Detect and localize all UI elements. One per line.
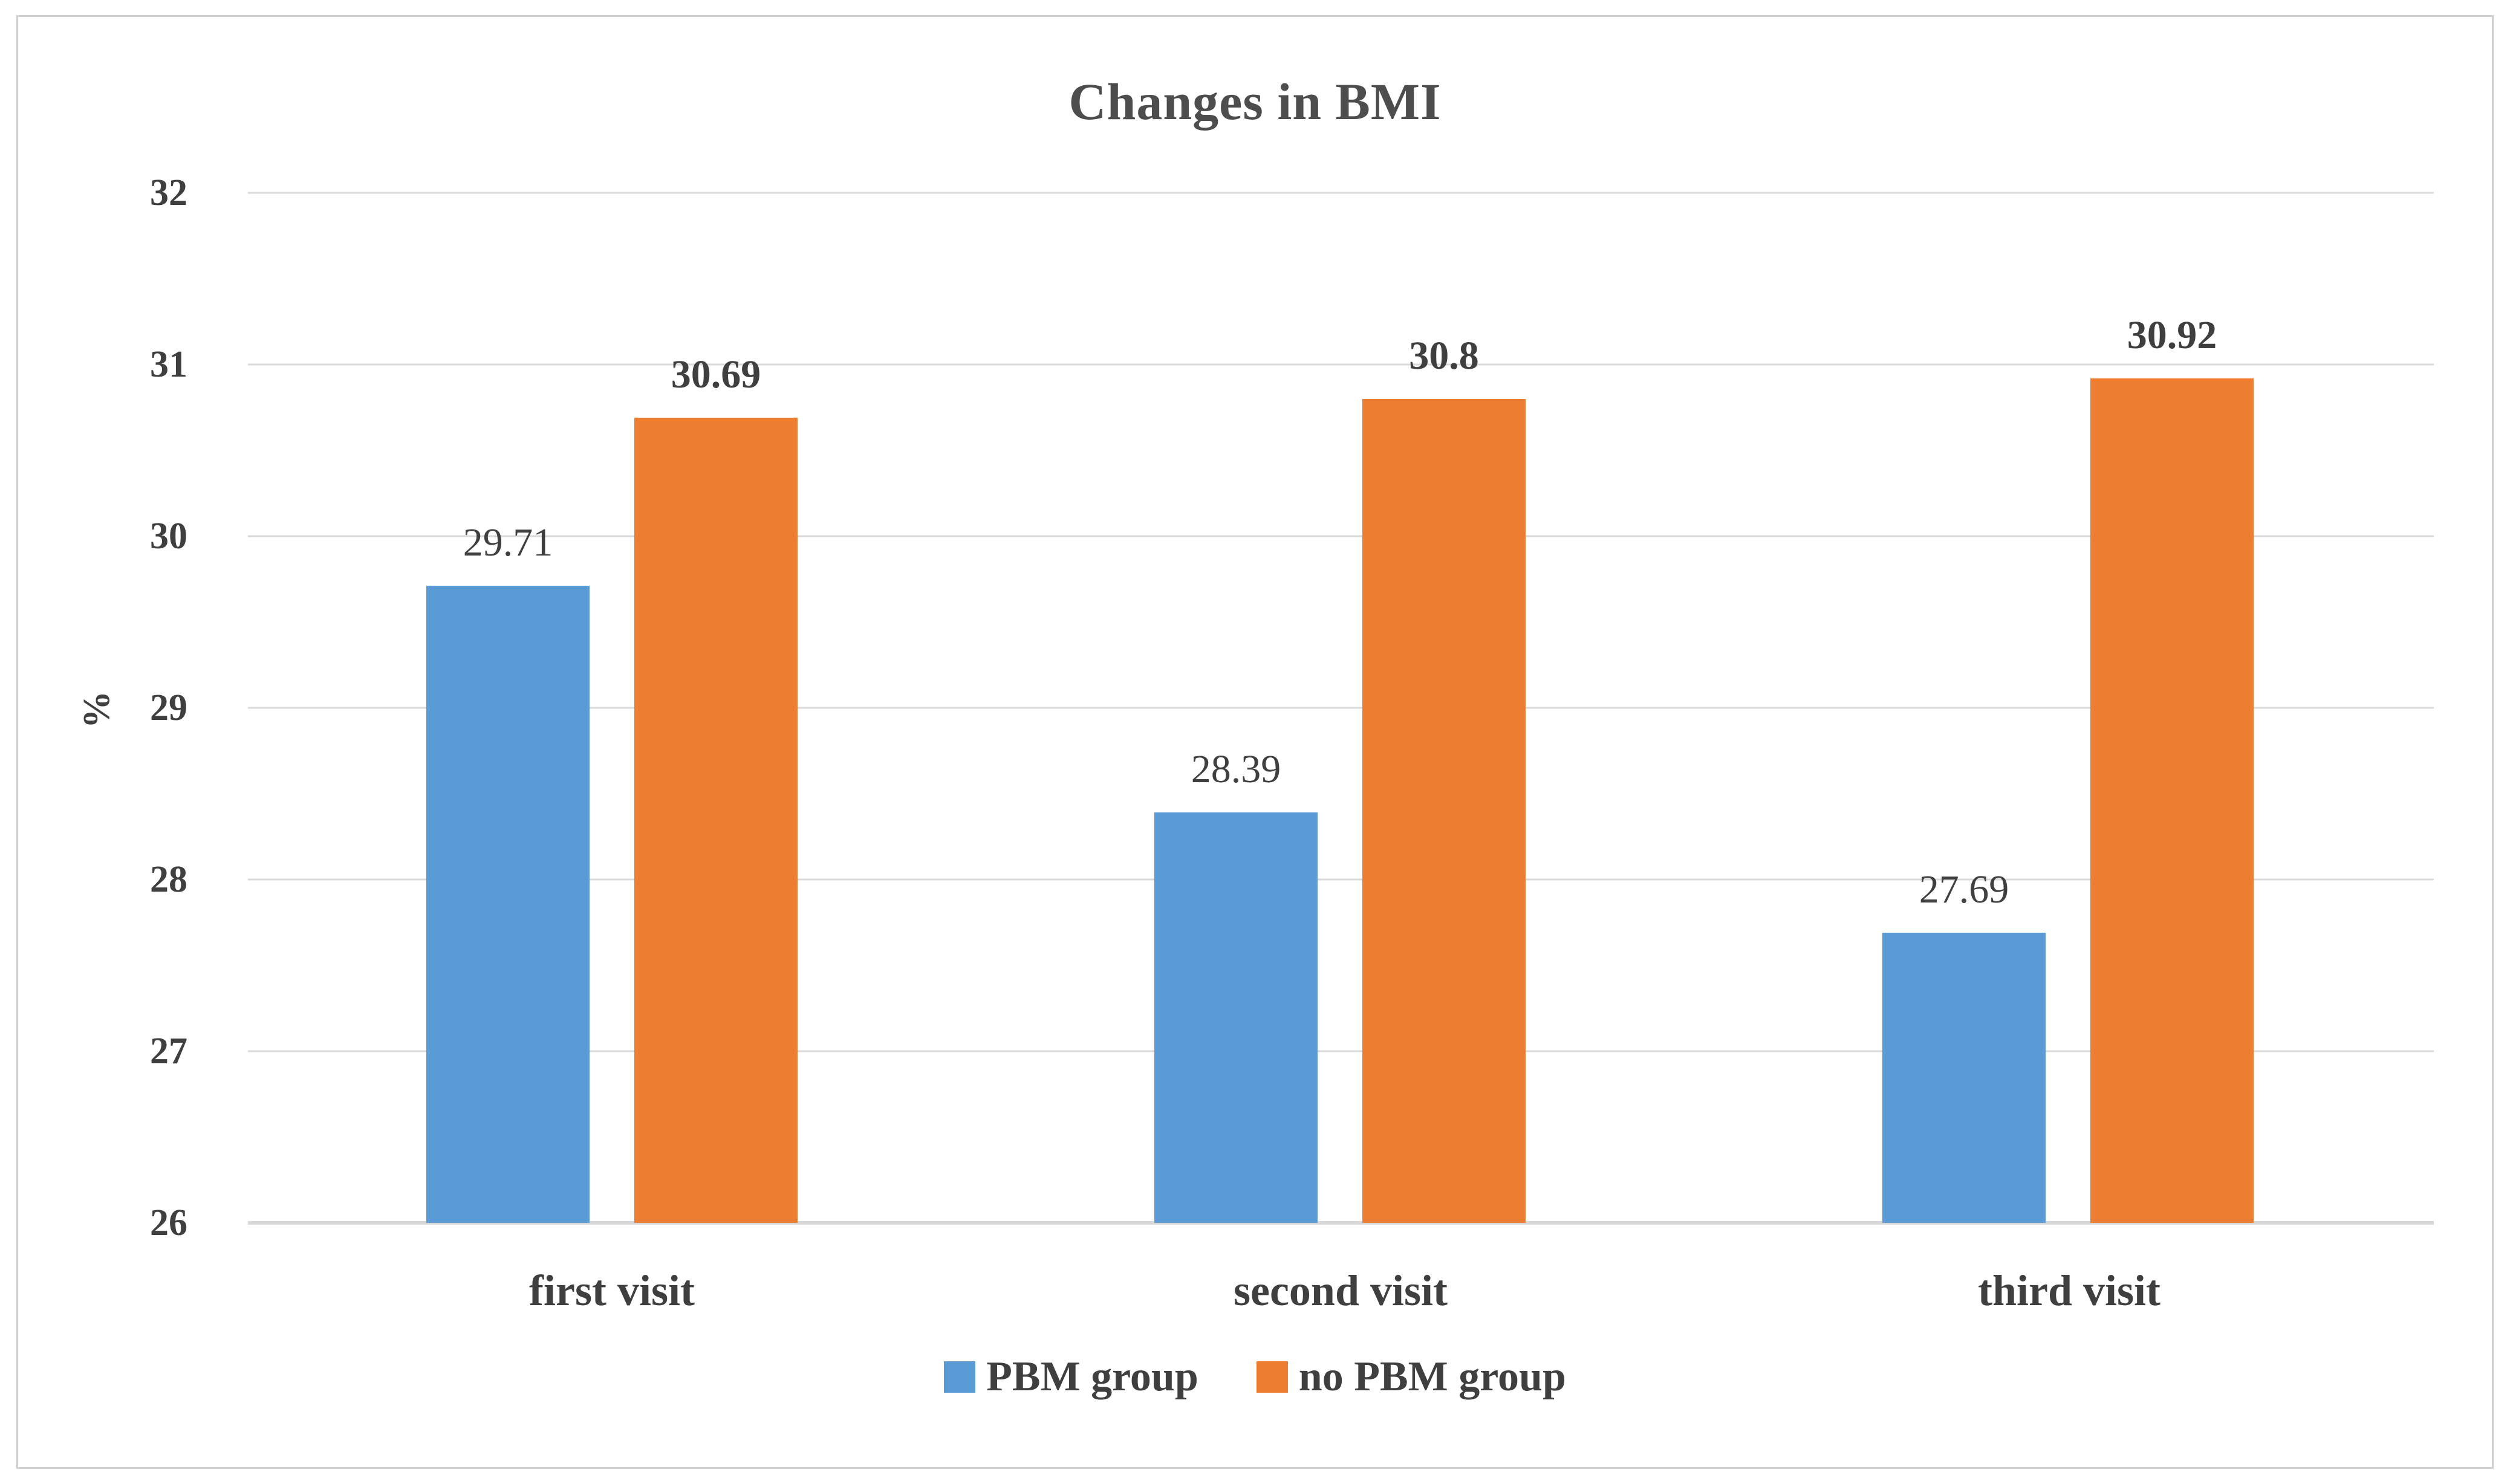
legend-label-pbm-group: PBM group [986, 1353, 1198, 1400]
x-axis-label-first-visit: first visit [529, 1266, 695, 1315]
gridline-27 [248, 1050, 2434, 1052]
legend: PBM group no PBM group [0, 1356, 2510, 1398]
data-label-no-pbm-third-visit: 30.92 [2127, 313, 2217, 357]
legend-item-no-pbm-group: no PBM group [1256, 1353, 1566, 1400]
legend-item-pbm-group: PBM group [944, 1356, 1198, 1398]
bar-no-pbm-group-third-visit [2090, 378, 2254, 1223]
legend-label-no-pbm-group: no PBM group [1298, 1353, 1566, 1400]
gridline-28 [248, 878, 2434, 881]
x-axis-label-third-visit: third visit [1977, 1266, 2161, 1315]
y-axis-tick-30: 30 [150, 516, 187, 557]
x-axis-label-second-visit: second visit [1233, 1266, 1448, 1315]
gridline-30 [248, 535, 2434, 537]
bar-no-pbm-group-second-visit [1362, 398, 1526, 1223]
y-axis-tick-32: 32 [150, 172, 187, 213]
y-axis-title: % [76, 691, 117, 728]
bar-pbm-group-second-visit [1154, 812, 1318, 1223]
data-label-pbm-second-visit: 28.39 [1191, 747, 1281, 792]
y-axis-tick-29: 29 [150, 687, 187, 728]
y-axis-tick-27: 27 [150, 1031, 187, 1072]
data-label-pbm-third-visit: 27.69 [1919, 867, 2009, 912]
figure-border [16, 15, 2494, 1469]
gridline-29 [248, 707, 2434, 709]
y-axis-tick-31: 31 [150, 344, 187, 385]
bar-pbm-group-first-visit [426, 586, 590, 1223]
data-label-no-pbm-second-visit: 30.8 [1409, 333, 1479, 378]
bar-no-pbm-group-first-visit [634, 418, 798, 1223]
bar-pbm-group-third-visit [1882, 933, 2046, 1223]
legend-swatch-pbm-group-icon [944, 1361, 976, 1393]
chart-title: Changes in BMI [1068, 73, 1442, 131]
gridline-31 [248, 363, 2434, 366]
legend-swatch-no-pbm-group-icon [1256, 1361, 1288, 1393]
gridline-32 [248, 192, 2434, 194]
plot-area: 29.71 30.69 28.39 30.8 27.69 30.92 [248, 192, 2434, 1225]
y-axis-tick-28: 28 [150, 859, 187, 900]
x-axis-line [248, 1221, 2434, 1225]
y-axis-tick-26: 26 [150, 1202, 187, 1243]
data-label-no-pbm-first-visit: 30.69 [671, 352, 761, 397]
data-label-pbm-first-visit: 29.71 [463, 520, 553, 565]
